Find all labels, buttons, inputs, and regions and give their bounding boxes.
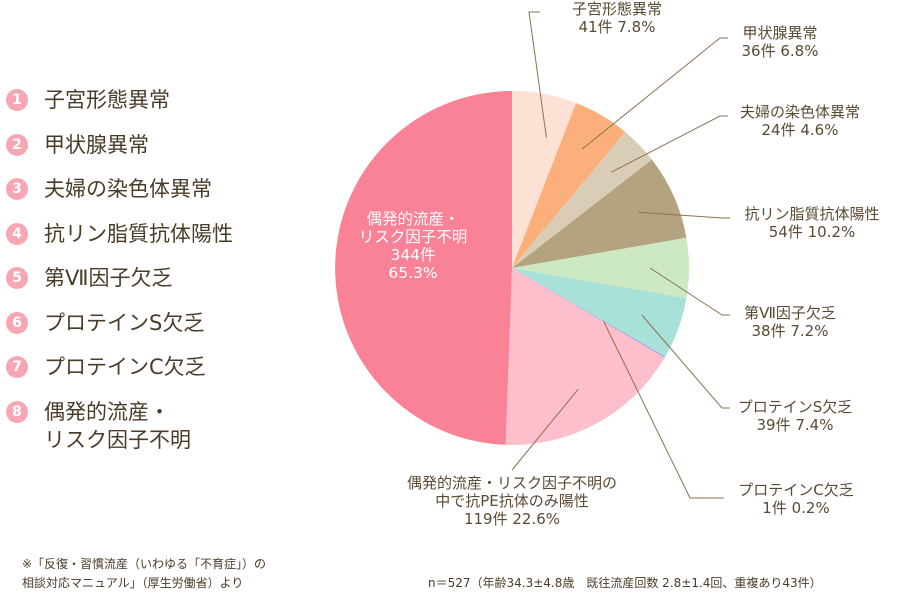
legend-label: プロテインS欠乏: [44, 310, 205, 335]
legend-number-badge: 5: [6, 267, 28, 289]
slice-label: 偶発的流産・リスク因子不明 344件 65.3%: [359, 210, 468, 282]
slice-label: 夫婦の染色体異常 24件 4.6%: [740, 103, 860, 139]
legend-item: 1 子宮形態異常: [6, 86, 233, 131]
pie-slice: [512, 268, 687, 357]
leader-line: [581, 37, 728, 150]
source-note: ※「反復・習慣流産（いわゆる「不育症」）の 相談対応マニュアル」（厚生労働省）よ…: [22, 557, 267, 590]
legend-label: 夫婦の染色体異常: [44, 177, 212, 201]
legend-number-badge: 3: [6, 178, 28, 200]
legend-number-badge: 7: [6, 356, 28, 378]
leader-line: [528, 11, 547, 138]
legend-item: 3 夫婦の染色体異常: [6, 175, 233, 220]
pie-slice: [505, 268, 665, 445]
legend-label: 偶発的流産・ リスク因子不明: [44, 399, 191, 452]
slice-label: プロテインC欠乏 1件 0.2%: [738, 481, 853, 517]
legend-label: 第Ⅶ因子欠乏: [44, 266, 173, 290]
slice-label: 子宮形態異常 41件 7.8%: [572, 0, 662, 36]
leader-line: [638, 211, 730, 219]
pie-slice: [512, 159, 687, 268]
leader-line: [603, 321, 724, 499]
legend-number-badge: 8: [6, 400, 28, 423]
legend-label: 甲状腺異常: [44, 132, 149, 157]
slice-label: 甲状腺異常 36件 6.8%: [742, 24, 819, 60]
legend-item: 6 プロテインS欠乏: [6, 309, 233, 354]
legend-item: 4 抗リン脂質抗体陽性: [6, 220, 233, 265]
pie-slice: [335, 91, 512, 445]
slice-label: 第Ⅶ因子欠乏 38件 7.2%: [744, 304, 836, 340]
pie-slice: [512, 268, 666, 358]
leader-line: [649, 267, 730, 316]
slice-label: 抗リン脂質抗体陽性 54件 10.2%: [744, 205, 879, 241]
pie-slice: [512, 102, 626, 269]
legend-item: 7 プロテインC欠乏: [6, 353, 233, 398]
legend-number-badge: 1: [6, 89, 28, 111]
chart-legend: 1 子宮形態異常 2 甲状腺異常 3 夫婦の染色体異常 4 抗リン脂質抗体陽性 5 第Ⅶ因子欠乏 6…: [6, 86, 233, 452]
legend-item: 5 第Ⅶ因子欠乏: [6, 264, 233, 309]
pie-slice: [512, 91, 577, 268]
sample-stats: n＝527（年齢34.3±4.8歳 既往流産回数 2.8±1.4回、重複あり43…: [428, 576, 822, 590]
leader-line: [511, 388, 579, 471]
leader-line: [641, 314, 730, 409]
legend-number-badge: 4: [6, 222, 28, 245]
legend-label: 子宮形態異常: [44, 88, 170, 112]
legend-item: 2 甲状腺異常: [6, 131, 233, 176]
pie-slice: [512, 132, 652, 268]
slice-label: プロテインS欠乏 39件 7.4%: [738, 398, 853, 434]
legend-item: 8 偶発的流産・ リスク因子不明: [6, 398, 233, 452]
pie-slice: [512, 237, 689, 299]
legend-label: プロテインC欠乏: [44, 355, 206, 379]
legend-number-badge: 2: [6, 133, 28, 156]
legend-label: 抗リン脂質抗体陽性: [44, 221, 233, 246]
legend-number-badge: 6: [6, 311, 28, 334]
leader-line: [611, 115, 728, 173]
slice-label: 偶発的流産・リスク因子不明の中で抗PE抗体のみ陽性 119件 22.6%: [407, 474, 617, 528]
